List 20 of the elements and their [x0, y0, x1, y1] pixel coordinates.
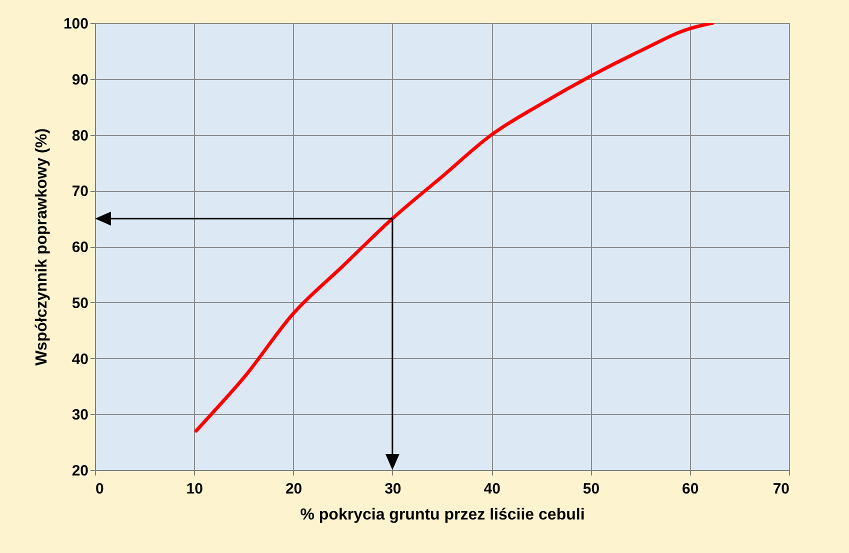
y-tick-label: 40: [72, 350, 88, 368]
y-tick-label: 90: [72, 71, 88, 88]
x-tick-label: 60: [682, 480, 699, 498]
y-tick-label: 100: [63, 16, 88, 32]
x-tick-label: 30: [384, 480, 402, 498]
x-tick-label: 40: [484, 480, 500, 498]
x-tick-label: 0: [96, 480, 104, 498]
line-series: [194, 23, 714, 433]
y-tick-label: 20: [72, 462, 88, 480]
y-tick-label: 80: [72, 127, 88, 144]
x-axis-title: % pokrycia gruntu przez liściie cebuli: [300, 506, 585, 524]
y-tick-label: 50: [72, 294, 88, 312]
x-tick-label: 70: [772, 480, 790, 498]
x-tick-label: 20: [285, 480, 302, 498]
y-axis-title: Współczynnik poprawkowy (%): [33, 128, 50, 366]
y-tick-label: 60: [72, 239, 88, 256]
y-tick-label: 70: [72, 183, 88, 200]
y-tick-label: 30: [72, 406, 88, 424]
x-tick-label: 10: [186, 480, 203, 498]
x-tick-label: 50: [582, 480, 600, 498]
